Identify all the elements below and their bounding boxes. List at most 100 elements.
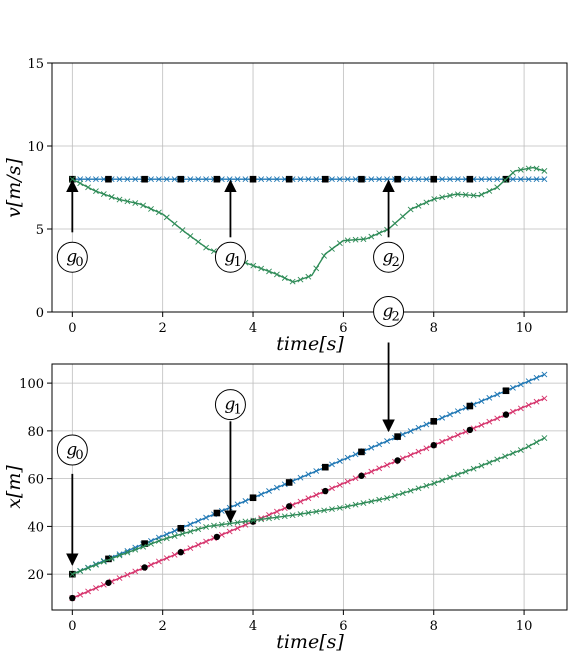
bottom-series-crimson-x-marker [203, 538, 210, 545]
bottom-series-green-x-marker [69, 571, 76, 578]
bottom-y-tick-label: 100 [19, 377, 44, 392]
top-series-blue-square-marker [358, 175, 365, 183]
top-series-green-x-marker [336, 240, 343, 247]
top-series-green-line [72, 166, 545, 283]
bottom-series-blue-x-marker [195, 518, 202, 524]
top-series-blue-x-marker [368, 176, 375, 183]
top-series-green-x-marker [494, 184, 501, 191]
top-series-blue-x-marker [478, 176, 485, 183]
bottom-series-blue-x-marker [439, 414, 446, 421]
top-series-blue-square-marker [394, 175, 401, 183]
top-series-green-x-marker [486, 188, 493, 194]
bottom-series-blue-x-marker [368, 444, 375, 451]
bottom-series-green-x-marker [376, 496, 383, 503]
top-series-green-x-marker [344, 237, 351, 244]
bottom-y-tick-label: 20 [27, 568, 44, 583]
bottom-series-blue-x-marker [329, 461, 335, 468]
bottom-series-blue-x-marker [494, 391, 501, 398]
bottom-series-crimson-x-marker [494, 415, 501, 422]
top-series-green-x-marker [305, 273, 312, 280]
bottom-series-green-x-marker [148, 540, 154, 547]
bottom-series-blue-x-marker [352, 451, 359, 458]
top-series-blue-x-marker [376, 176, 383, 183]
bottom-x-tick-label: 4 [249, 619, 257, 634]
bottom-series-crimson-x-marker [439, 438, 446, 445]
top-series-blue-x-marker [344, 176, 351, 183]
top-series-green-x-marker [407, 206, 414, 213]
top-series-green-x-marker [533, 165, 540, 172]
bottom-series-green-x-marker [525, 443, 532, 450]
bottom-series-blue-x-marker [533, 374, 540, 381]
top-series-blue-x-marker [297, 176, 304, 183]
bottom-y-tick-label: 80 [27, 425, 44, 440]
top-x-tick-label: 8 [430, 321, 438, 336]
bottom-series-blue-x-marker [541, 371, 548, 378]
top-x-tick-label: 4 [249, 321, 257, 336]
bottom-series-green-x-marker [179, 530, 186, 537]
bottom-series-green-x-marker [462, 468, 469, 475]
top-series-green-x-marker [132, 200, 139, 206]
top-series-green-x-marker [454, 191, 461, 198]
bottom-series-crimson-dot-marker [141, 564, 148, 571]
bottom-series-green-x-marker [187, 528, 194, 535]
top-annotation-label: g [383, 247, 394, 267]
top-series-blue-square-marker [430, 175, 438, 183]
bottom-series-blue-square-marker [466, 402, 474, 410]
bottom-series-crimson-x-marker [510, 408, 516, 415]
bottom-series-green-x-marker [116, 552, 123, 559]
bottom-series-crimson-x-marker [116, 575, 123, 582]
top-series-blue-x-marker [494, 176, 501, 183]
bottom-annotation-label: g [383, 301, 394, 321]
top-series-green-x-marker [179, 227, 186, 233]
bottom-series-green-line [72, 437, 545, 575]
top-series-blue-square-marker [322, 175, 329, 183]
bottom-series-crimson-x-marker [305, 495, 312, 502]
bottom-series-crimson-x-marker [447, 435, 453, 442]
bottom-annotation-subscript: 0 [75, 448, 83, 463]
top-series-blue-x-marker [517, 176, 524, 183]
bottom-series-blue-square-marker [430, 418, 438, 425]
top-series-blue-x-marker [266, 176, 272, 183]
bottom-x-tick-label: 0 [68, 619, 76, 634]
bottom-series-blue-x-marker [399, 431, 406, 438]
top-panel-frame [51, 62, 568, 313]
bottom-series-green-x-marker [502, 453, 508, 460]
bottom-series-green-x-marker [407, 487, 414, 494]
bottom-series-blue-x-marker [376, 441, 383, 448]
bottom-series-blue-square-marker [322, 463, 329, 471]
top-series-green-x-marker [289, 278, 296, 285]
top-series-green-x-marker [376, 230, 383, 237]
top-series-green-x-marker [423, 199, 430, 206]
top-series-green-x-marker [541, 167, 548, 174]
bottom-series-crimson-x-marker [155, 558, 162, 565]
top-y-tick-label: 15 [27, 57, 44, 72]
top-series-blue-x-marker [313, 176, 320, 183]
bottom-series-blue-x-marker [234, 501, 241, 508]
bottom-series-crimson-x-marker [352, 475, 359, 482]
bottom-series-crimson-x-marker [163, 555, 170, 562]
top-series-green-x-marker [368, 233, 375, 240]
bottom-series-crimson-x-marker [329, 485, 335, 492]
top-series-blue-x-marker [407, 176, 414, 183]
top-series-blue-square-marker [105, 175, 112, 183]
bottom-series-green-x-marker [344, 503, 351, 510]
bottom-series-blue-square-marker [358, 448, 365, 456]
top-series-green-x-marker [415, 202, 422, 209]
bottom-series-green-x-marker [124, 549, 131, 556]
bottom-series-green-x-marker [431, 480, 438, 487]
top-series-blue-square-marker [177, 175, 185, 183]
top-series-blue-x-marker [510, 176, 516, 183]
bottom-series-green-x-marker [218, 521, 225, 528]
bottom-series-blue-x-marker [171, 527, 178, 534]
top-series-blue-x-marker [352, 176, 359, 183]
top-series-blue-square-marker [285, 175, 293, 183]
bottom-series-green-x-marker [447, 474, 453, 481]
bottom-series-crimson-x-marker [336, 481, 343, 488]
top-series-blue-x-marker [486, 176, 493, 183]
top-series-green-x-marker [470, 192, 477, 199]
bottom-series-blue-x-marker [447, 411, 453, 418]
top-series-blue-x-marker [85, 176, 91, 183]
bottom-series-green-x-marker [470, 465, 477, 472]
top-series-blue-x-marker [93, 176, 99, 183]
bottom-series-green-x-marker [140, 543, 147, 550]
